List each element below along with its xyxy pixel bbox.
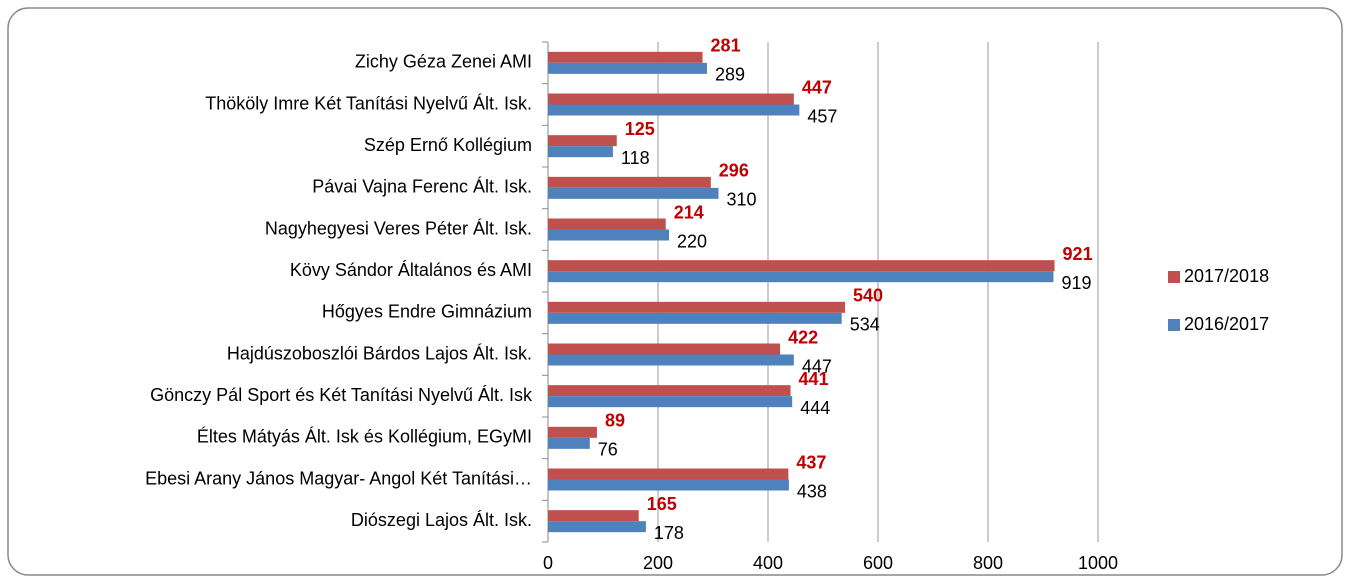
bar [548,104,800,116]
bar [548,176,711,188]
legend-swatch [1168,271,1180,283]
bar [548,521,646,533]
value-label: 125 [625,119,655,139]
x-tick-label: 400 [753,553,783,573]
bar [548,135,617,147]
value-label: 281 [711,36,741,56]
bar [548,510,639,522]
bar [548,229,669,241]
legend-label: 2016/2017 [1184,314,1269,334]
x-tick-label: 800 [973,553,1003,573]
value-label: 438 [797,481,827,501]
value-label: 441 [799,369,829,389]
y-tick-label: Hajdúszoboszlói Bárdos Lajos Ált. Isk. [227,343,532,363]
value-label: 921 [1063,244,1093,264]
bar [548,426,597,438]
value-label: 76 [598,440,618,460]
chart-frame [7,7,1343,576]
value-label: 165 [647,494,677,514]
y-tick-label: Ebesi Arany János Magyar- Angol Két Taní… [145,468,532,488]
y-tick-label: Hőgyes Endre Gimnázium [322,302,532,322]
value-label: 447 [802,356,832,376]
value-label: 447 [802,77,832,97]
value-label: 437 [796,452,826,472]
bar [548,343,781,355]
value-label: 296 [719,161,749,181]
y-tick-label: Diószegi Lajos Ált. Isk. [351,510,532,530]
bar [548,479,789,491]
bar [548,437,590,449]
value-label: 457 [807,106,837,126]
y-tick-label: Nagyhegyesi Veres Péter Ált. Isk. [265,218,532,238]
y-tick-label: Szép Ernő Kollégium [364,135,532,155]
value-label: 919 [1061,273,1091,293]
value-label: 540 [853,286,883,306]
value-label: 289 [715,65,745,85]
value-label: 310 [727,190,757,210]
bar [548,385,791,397]
x-tick-label: 600 [863,553,893,573]
bar [548,93,794,105]
value-label: 444 [800,398,830,418]
bar [548,312,842,324]
bar [548,468,789,480]
bar [548,218,666,230]
value-label: 89 [605,411,625,431]
legend-label: 2017/2018 [1184,266,1269,286]
bar [548,301,845,313]
bar [548,260,1055,272]
legend-swatch [1168,319,1180,331]
y-tick-label: Thököly Imre Két Tanítási Nyelvű Ált. Is… [205,93,532,113]
x-tick-label: 200 [643,553,673,573]
y-tick-label: Gönczy Pál Sport és Két Tanítási Nyelvű … [150,385,533,405]
y-tick-label: Pávai Vajna Ferenc Ált. Isk. [312,177,532,197]
value-label: 118 [621,148,650,168]
y-tick-label: Zichy Géza Zenei AMI [355,52,532,72]
value-label: 214 [674,202,704,222]
x-tick-label: 1000 [1078,553,1118,573]
bar [548,146,613,158]
bar [548,51,703,63]
bar [548,271,1054,283]
bar [548,396,793,408]
x-tick-label: 0 [543,553,553,573]
value-label: 534 [850,315,880,335]
bar [548,187,719,199]
y-tick-label: Éltes Mátyás Ált. Isk és Kollégium, EGyM… [197,427,532,447]
y-tick-label: Kövy Sándor Általános és AMI [290,260,532,280]
bar [548,354,794,366]
value-label: 220 [677,231,707,251]
value-label: 422 [788,327,818,347]
bar [548,62,707,74]
value-label: 178 [654,523,684,543]
